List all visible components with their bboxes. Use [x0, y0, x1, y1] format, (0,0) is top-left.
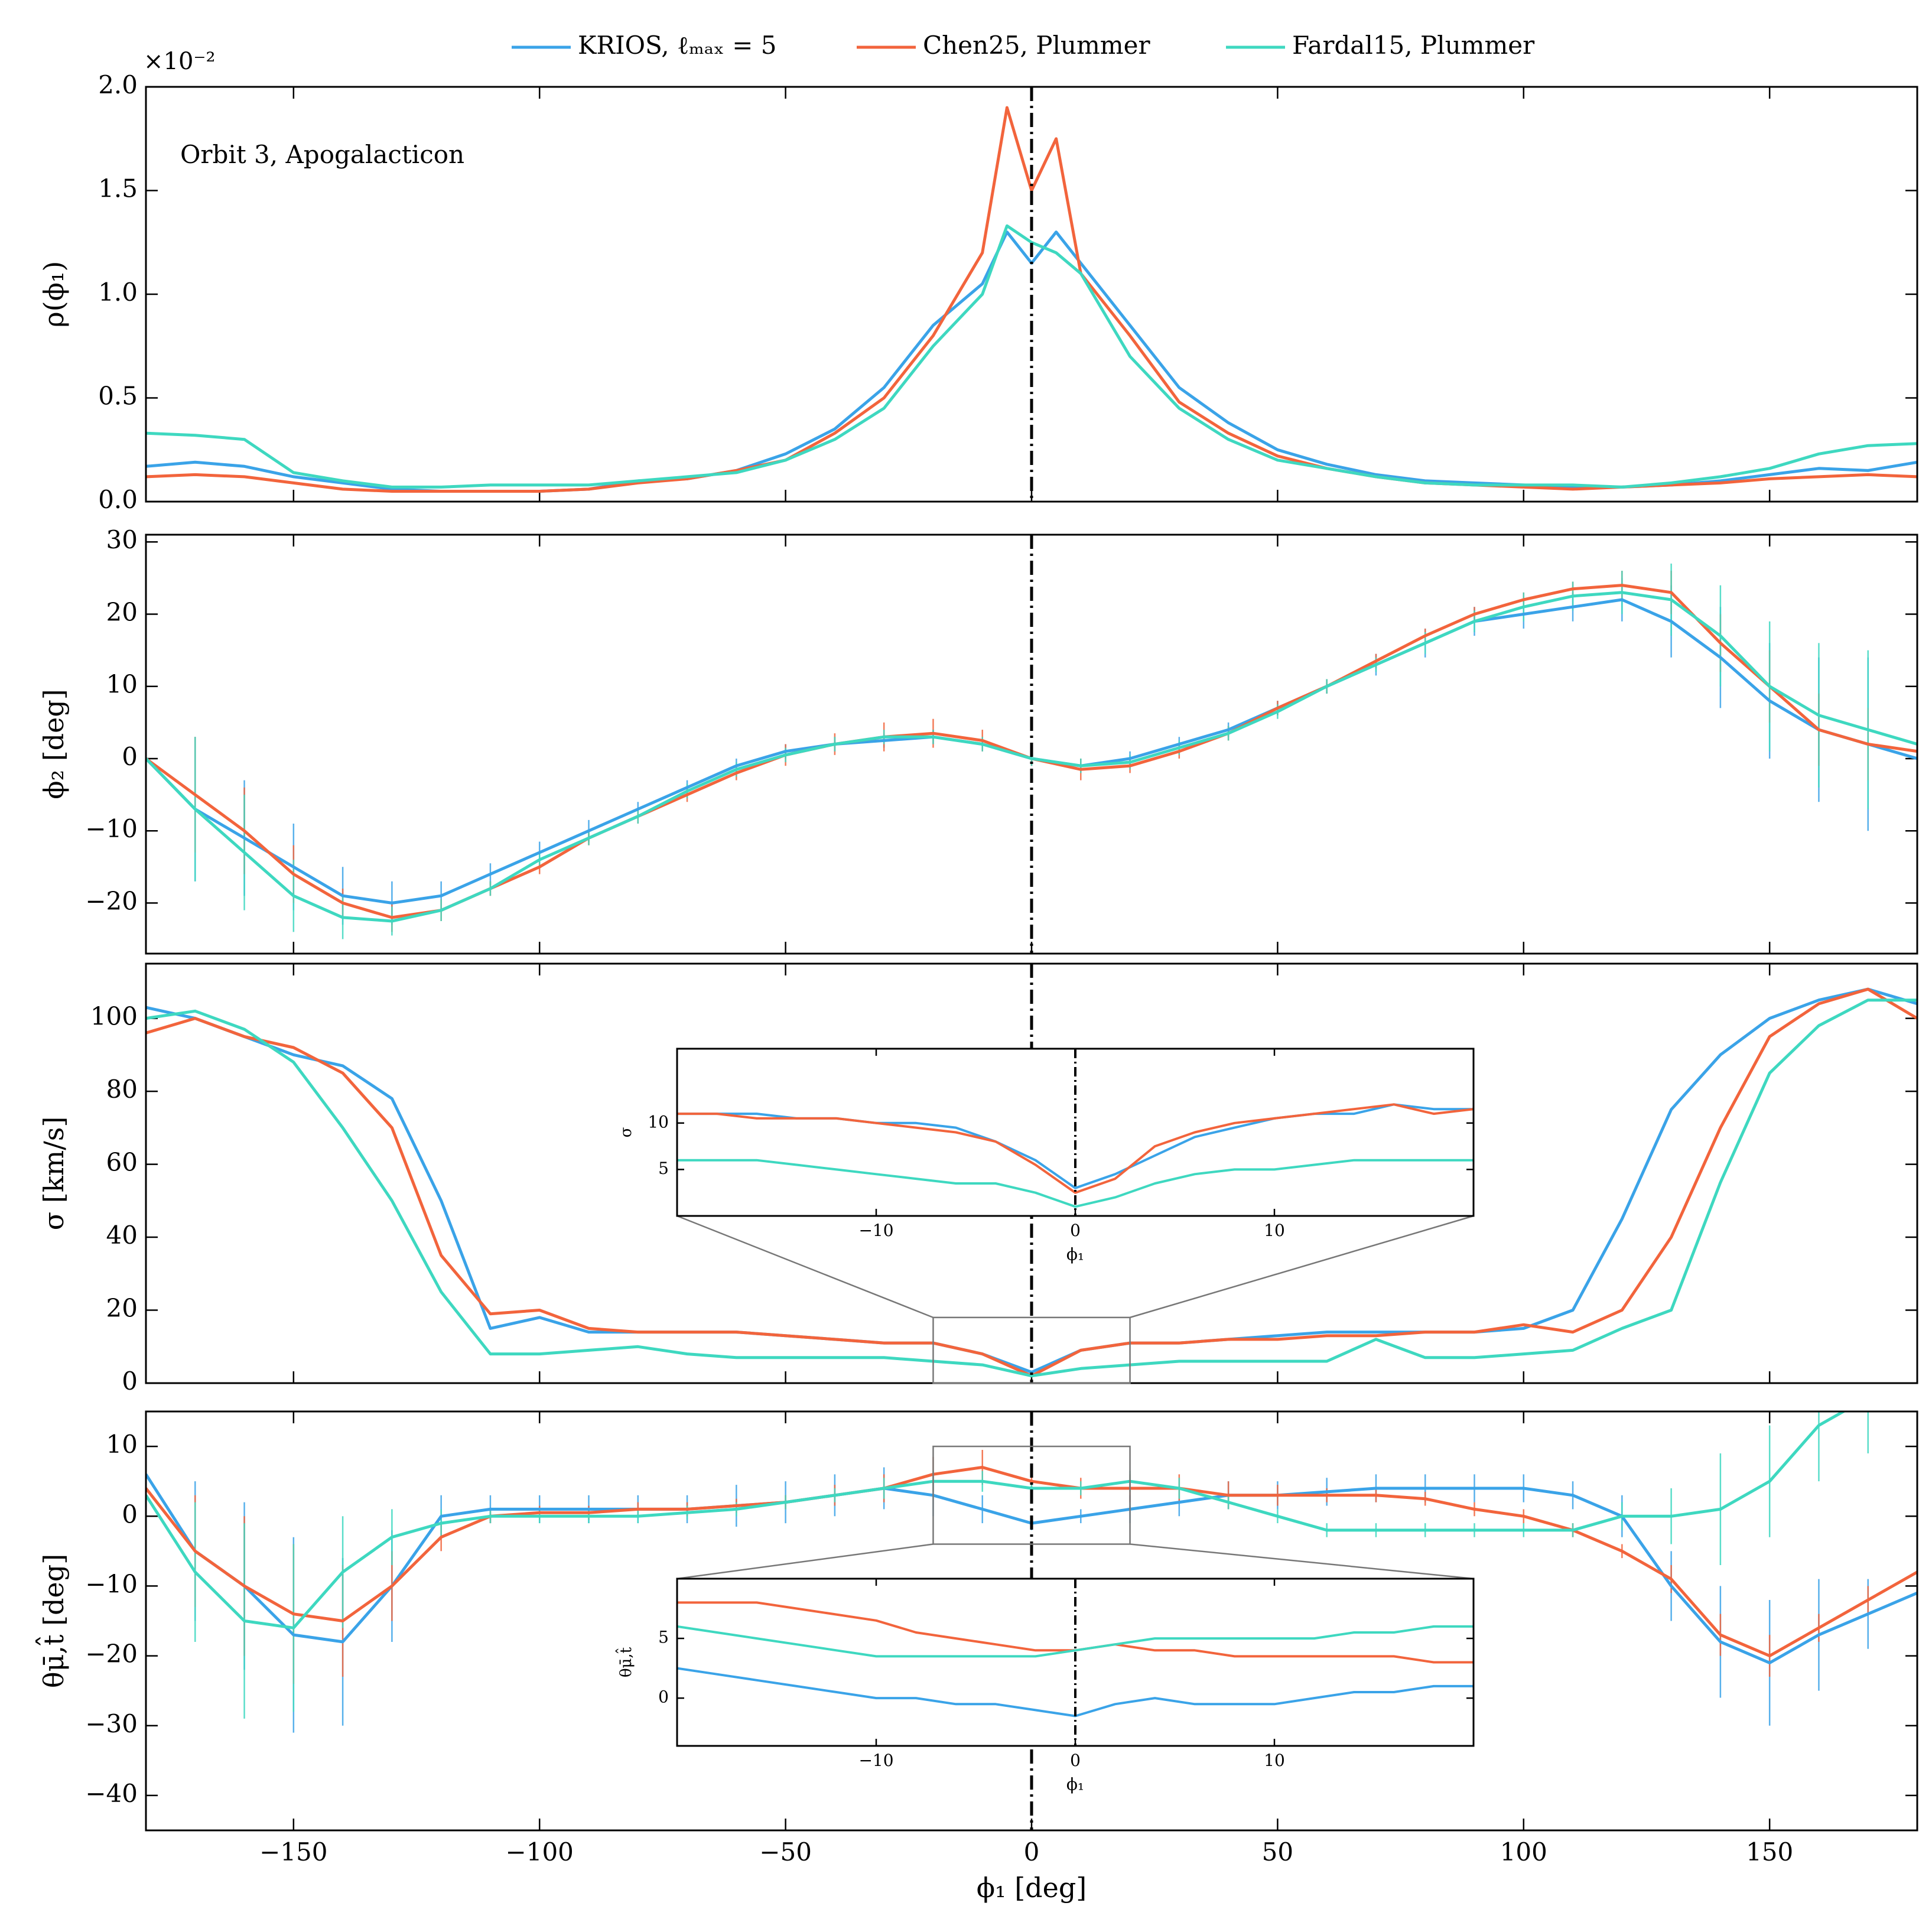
zoom-connector: [1130, 1215, 1474, 1319]
x-axis-label: ϕ₁ [deg]: [977, 1872, 1087, 1904]
axes-frame: [145, 1410, 1918, 1832]
y-tick-label: 0.0: [98, 485, 138, 514]
y-tick-label: 5: [658, 1628, 669, 1647]
x-tick-label: −10: [858, 1751, 893, 1770]
y-tick-label: 40: [106, 1221, 138, 1250]
y-tick-label: 60: [106, 1148, 138, 1177]
y-tick-label: 0: [122, 1500, 138, 1528]
y-tick-label: 20: [106, 1294, 138, 1323]
series-line: [146, 987, 1917, 1374]
axes-frame: [676, 1578, 1475, 1747]
y-tick-label: 20: [106, 597, 138, 626]
y-tick-label: 0: [658, 1687, 669, 1707]
legend-label: Chen25, Plummer: [923, 31, 1150, 60]
zoom-box: [932, 1316, 1131, 1384]
x-tick-label: 10: [1264, 1751, 1285, 1770]
y-tick-label: 1.0: [98, 278, 138, 307]
x-tick-label: 10: [1264, 1221, 1285, 1240]
panel: 0.0 0.5 1.0 1.5 2.0 ρ(ϕ₁) Orbit 3, Apogalactic…: [38, 48, 1918, 514]
x-tick-label: 0: [1070, 1221, 1081, 1240]
x-tick-label: 100: [1500, 1837, 1547, 1866]
series-line: [146, 591, 1917, 923]
legend-label: KRIOS, ℓₘₐₓ = 5: [578, 31, 777, 60]
x-tick-label: −10: [858, 1221, 893, 1240]
y-tick-label: 1.5: [98, 174, 138, 203]
plot-area: [677, 1103, 1474, 1208]
series-line: [146, 224, 1917, 489]
axes-frame: [676, 1048, 1475, 1217]
zoom-box: [932, 1445, 1131, 1545]
zoom-connector: [676, 1215, 934, 1319]
series-line: [677, 1625, 1474, 1658]
inset: 0 5 −10 0 10 θμ̄,t̂ ϕ₁: [615, 1578, 1475, 1794]
inset: 5 10 −10 0 10 σ ϕ₁: [617, 1048, 1475, 1264]
y-tick-label: 100: [90, 1002, 138, 1031]
zoom-connector: [1130, 1543, 1474, 1580]
x-tick-label: 50: [1262, 1837, 1293, 1866]
inset-background: [677, 1579, 1474, 1746]
y-tick-label: 5: [658, 1159, 669, 1178]
axes-frame: [145, 534, 1918, 955]
x-tick-label: −100: [506, 1837, 574, 1866]
x-tick-label: −150: [259, 1837, 327, 1866]
y-axis-label: ρ(ϕ₁): [38, 261, 70, 328]
y-tick-label: 10: [106, 1430, 138, 1459]
series-line: [146, 998, 1917, 1378]
plot-area: [146, 563, 1917, 939]
series-line: [677, 1159, 1474, 1208]
axes-frame: [145, 86, 1918, 503]
y-offset-label: ×10⁻²: [144, 48, 216, 75]
series-line: [146, 1411, 1847, 1629]
y-axis-label: ϕ₂ [deg]: [38, 689, 70, 799]
series-line: [146, 1466, 1917, 1658]
x-tick-label: 150: [1746, 1837, 1793, 1866]
y-axis-label: σ [km/s]: [38, 1117, 70, 1231]
y-tick-label: −40: [85, 1779, 138, 1808]
y-tick-label: 10: [648, 1112, 669, 1131]
panel: −20 −10 0 10 20 30 ϕ₂ [deg]: [38, 525, 1918, 955]
y-tick-label: 0.5: [98, 382, 138, 411]
y-tick-label: −10: [85, 814, 138, 843]
x-tick-label: 0: [1024, 1837, 1040, 1866]
y-axis-label: θμ̄,t̂ [deg]: [35, 1554, 70, 1688]
x-axis-label: ϕ₁: [1066, 1245, 1084, 1264]
y-tick-label: 0: [122, 742, 138, 771]
y-tick-label: 0: [122, 1367, 138, 1396]
y-tick-label: −10: [85, 1569, 138, 1598]
y-tick-label: −20: [85, 886, 138, 915]
annotation: Orbit 3, Apogalacticon: [180, 140, 464, 169]
y-axis-label: σ: [617, 1127, 635, 1138]
legend-label: Fardal15, Plummer: [1292, 31, 1535, 60]
y-tick-label: −30: [85, 1709, 138, 1738]
x-axis-label: ϕ₁: [1066, 1775, 1084, 1794]
y-tick-label: 30: [106, 525, 138, 554]
y-tick-label: 80: [106, 1075, 138, 1104]
y-tick-label: 2.0: [98, 70, 138, 99]
series-line: [677, 1103, 1474, 1194]
y-axis-label: θμ̄,t̂: [615, 1647, 635, 1677]
x-tick-label: −50: [759, 1837, 812, 1866]
plot-area: [146, 987, 1917, 1378]
zoom-connector: [676, 1543, 934, 1580]
x-tick-label: 0: [1070, 1751, 1081, 1770]
y-tick-label: 10: [106, 670, 138, 699]
y-tick-label: −20: [85, 1640, 138, 1668]
